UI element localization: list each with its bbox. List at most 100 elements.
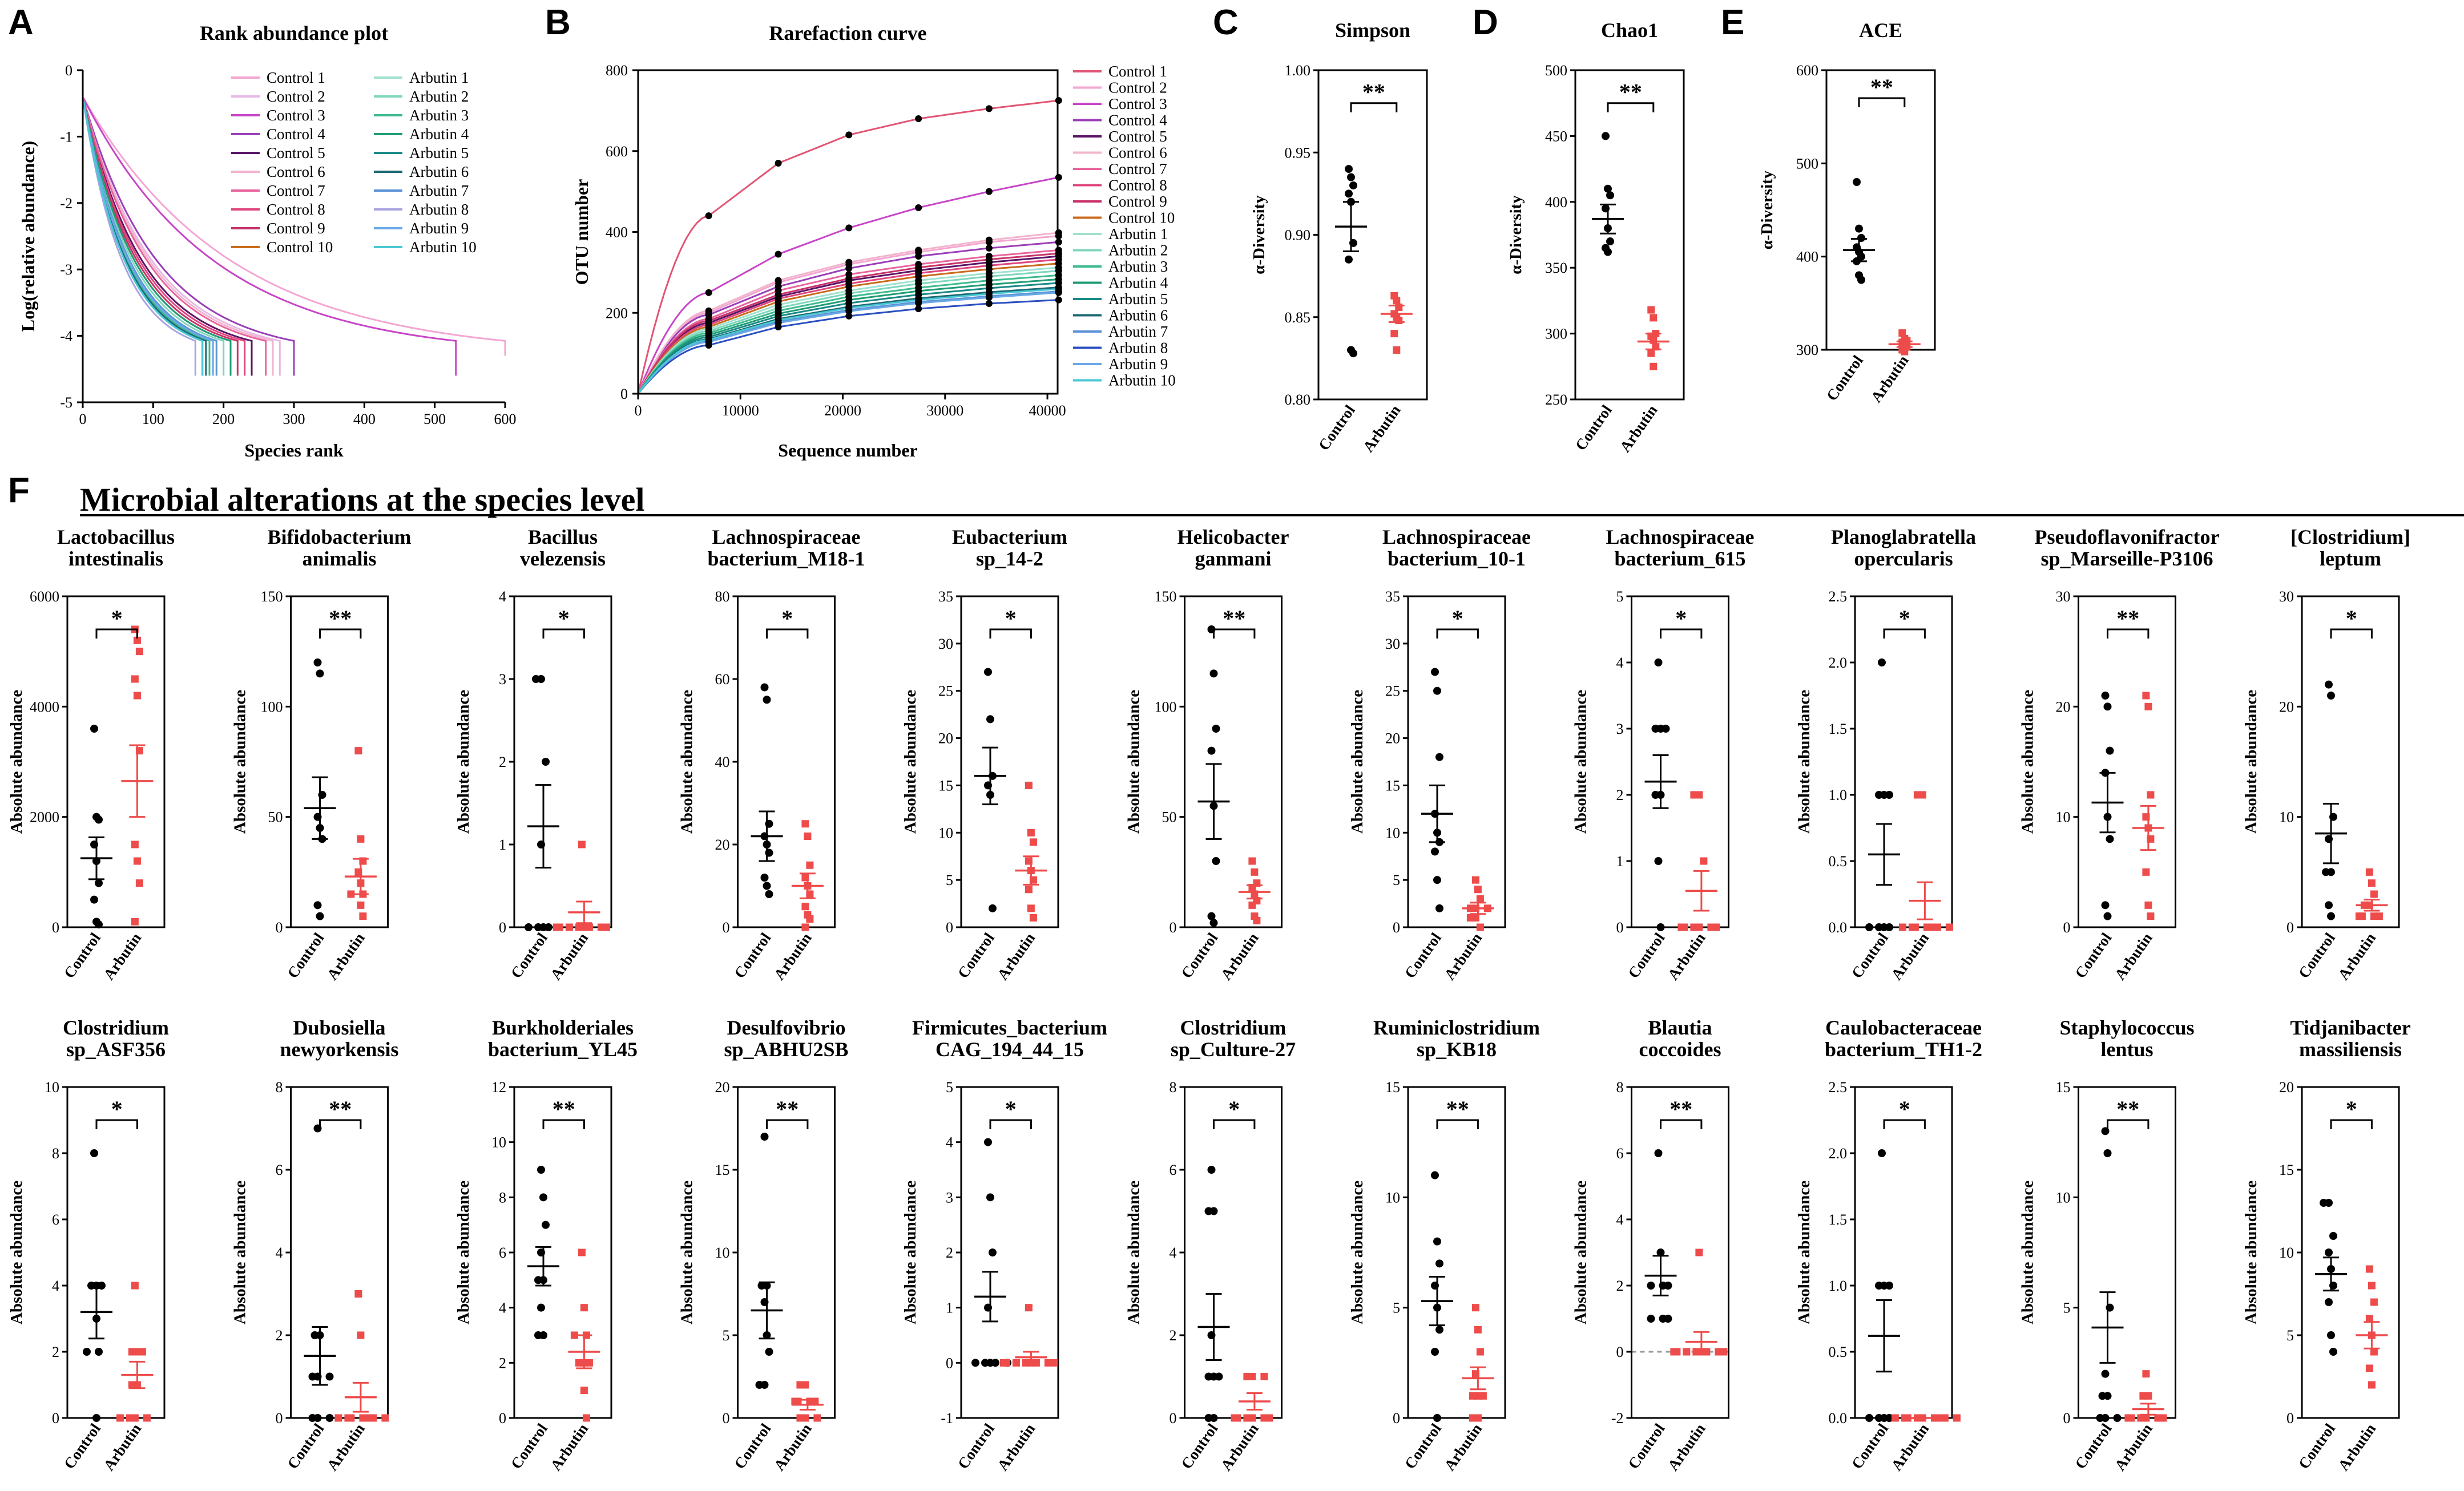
control-point: [316, 912, 324, 920]
legend-label: Control 2: [267, 88, 325, 105]
control-point: [2325, 680, 2333, 689]
arbutin-point: [1908, 923, 1916, 931]
y-tick-label: 350: [1545, 260, 1567, 276]
arbutin-point: [806, 861, 814, 869]
rarefaction-point: [705, 212, 712, 220]
arbutin-point: [2142, 1370, 2150, 1378]
arbutin-point: [602, 923, 610, 931]
significance-label: **: [1619, 79, 1642, 105]
arbutin-point: [2124, 1414, 2132, 1422]
significance-bracket: [1883, 628, 1926, 639]
rarefaction-point: [845, 275, 853, 282]
arbutin-point: [1243, 1414, 1251, 1422]
legend-label: Control 4: [267, 126, 325, 143]
arbutin-point: [1700, 857, 1708, 865]
chart-title: Blautia: [1648, 1016, 1712, 1039]
control-point: [763, 882, 771, 890]
series-line: [82, 99, 267, 376]
arbutin-point: [2147, 912, 2155, 920]
y-tick-label: 5: [946, 872, 953, 888]
y-tick-label: 20: [715, 1079, 730, 1096]
y-tick-label: -5: [60, 394, 72, 411]
control-point: [542, 1221, 550, 1229]
significance-bracket: [1436, 1119, 1479, 1129]
y-tick-label: 0: [2286, 919, 2294, 936]
y-tick-label: 0: [1170, 919, 1177, 936]
arbutin-point: [806, 915, 814, 923]
y-tick-label: 4: [499, 588, 506, 605]
arbutin-point: [1474, 1326, 1482, 1334]
y-tick-label: 0.0: [1829, 1410, 1848, 1427]
axis-frame: [737, 1086, 836, 1419]
y-axis-label: Absolute abundance: [2019, 1181, 2037, 1324]
y-tick-label: 4: [946, 1134, 953, 1151]
y-axis-label: Absolute abundance: [678, 690, 696, 834]
x-axis-label: Sequence number: [778, 440, 917, 460]
rarefaction-point: [915, 204, 922, 211]
y-tick-label: 10: [1385, 1189, 1400, 1206]
chart-title: Lachnospiraceae: [712, 526, 861, 548]
rarefaction-point: [845, 312, 853, 320]
arbutin-point: [2365, 1265, 2373, 1273]
arbutin-point: [1029, 838, 1037, 846]
significance-label: **: [329, 1096, 352, 1122]
arbutin-point: [2368, 1282, 2376, 1290]
arbutin-point: [580, 1304, 588, 1312]
arbutin-point: [1901, 1414, 1909, 1422]
control-point: [2106, 835, 2114, 843]
y-tick-label: 10: [2056, 809, 2071, 826]
significance-bracket: [95, 628, 138, 639]
y-tick-label: 2: [276, 1327, 283, 1344]
rarefaction-point: [705, 336, 712, 344]
axis-frame: [1854, 1086, 1953, 1419]
y-tick-label: 10: [938, 825, 953, 841]
legend-label: Arbutin 1: [409, 69, 469, 86]
y-axis-label: OTU number: [571, 179, 592, 285]
arbutin-point: [578, 841, 586, 848]
control-point: [1209, 669, 1218, 678]
chart-title: Simpson: [1335, 19, 1410, 42]
y-axis-label: Absolute abundance: [231, 1181, 249, 1324]
control-point: [755, 1381, 764, 1389]
legend-label: Control 9: [267, 220, 325, 237]
significance-bracket: [319, 1119, 362, 1129]
control-point: [2322, 868, 2330, 876]
arbutin-point: [347, 890, 355, 898]
y-tick-label: 0: [2063, 1410, 2071, 1427]
y-tick-label: 250: [1545, 391, 1567, 408]
y-tick-label: 0: [723, 919, 730, 936]
arbutin-point: [1476, 1348, 1484, 1356]
y-tick-label: 200: [606, 305, 628, 321]
panel-letter-d: D: [1473, 3, 1498, 42]
y-tick-label: 2000: [30, 809, 59, 826]
arbutin-point: [1898, 329, 1906, 337]
y-tick-label: 0: [620, 386, 628, 402]
arbutin-point: [1898, 923, 1906, 931]
arbutin-point: [1393, 346, 1401, 354]
legend-label: Arbutin 4: [409, 126, 469, 143]
significance-label: *: [781, 605, 793, 631]
y-axis-label: Absolute abundance: [678, 1181, 696, 1324]
control-point: [1349, 349, 1357, 358]
x-tick-label: 0: [635, 402, 642, 419]
y-tick-label: 5: [1616, 588, 1624, 605]
y-tick-label: 500: [1796, 155, 1818, 172]
control-point: [95, 815, 103, 824]
significance-label: *: [1899, 605, 1910, 631]
control-point: [1347, 173, 1355, 181]
arbutin-point: [1695, 1248, 1703, 1256]
control-point: [325, 1372, 334, 1381]
x-tick-label: 100: [142, 411, 164, 427]
y-axis-label: Absolute abundance: [1572, 690, 1590, 834]
control-point: [2325, 1298, 2333, 1306]
x-tick-label: 30000: [926, 402, 963, 419]
arbutin-point: [801, 923, 809, 931]
significance-label: *: [1899, 1096, 1910, 1122]
axis-frame: [1631, 1086, 1729, 1419]
y-tick-label: 15: [1385, 777, 1400, 794]
control-point: [1647, 1282, 1655, 1290]
rarefaction-point: [985, 244, 993, 252]
legend-label: Control 7: [267, 182, 325, 199]
arbutin-point: [131, 675, 139, 683]
control-point: [1431, 1171, 1439, 1179]
